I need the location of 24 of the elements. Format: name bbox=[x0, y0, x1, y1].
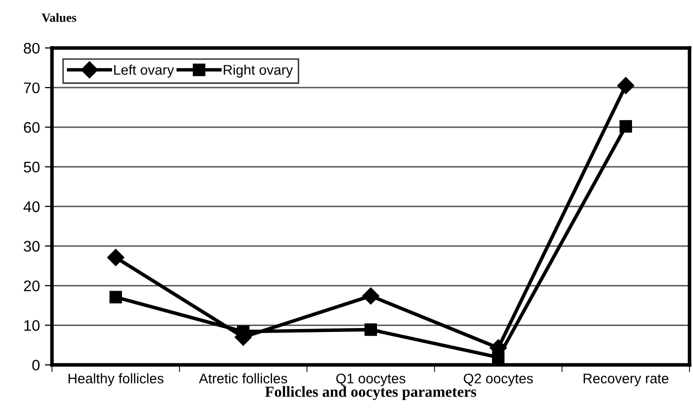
x-tick-label: Q2 oocytes bbox=[464, 374, 533, 386]
legend-label: Left ovary bbox=[114, 64, 174, 78]
x-axis-title: Follicles and oocytes parameters bbox=[265, 386, 476, 400]
y-tick-label: 70 bbox=[24, 82, 40, 94]
point bbox=[107, 248, 124, 266]
y-tick-label: 20 bbox=[24, 280, 40, 292]
x-tick-label: Q1 oocytes bbox=[336, 374, 406, 386]
x-tick-label: Atretic follicles bbox=[198, 373, 288, 384]
x-tick-label: Recovery rate bbox=[584, 374, 668, 386]
point bbox=[620, 120, 632, 133]
y-tick-label: 80 bbox=[24, 42, 40, 54]
y-tick-label: 30 bbox=[24, 240, 40, 252]
point bbox=[617, 77, 634, 94]
legend-label: Right ovary bbox=[224, 64, 293, 78]
point bbox=[362, 287, 380, 304]
y-axis-title: Values bbox=[42, 13, 76, 22]
point bbox=[109, 290, 122, 304]
y-tick-label: 50 bbox=[24, 162, 40, 172]
y-tick-label: 60 bbox=[24, 122, 40, 133]
point bbox=[364, 323, 378, 336]
y-tick-label: 0 bbox=[32, 360, 40, 371]
y-tick-label: 40 bbox=[24, 201, 40, 212]
x-tick-label: Healthy follicles bbox=[68, 373, 164, 386]
y-tick-label: 10 bbox=[24, 320, 40, 331]
